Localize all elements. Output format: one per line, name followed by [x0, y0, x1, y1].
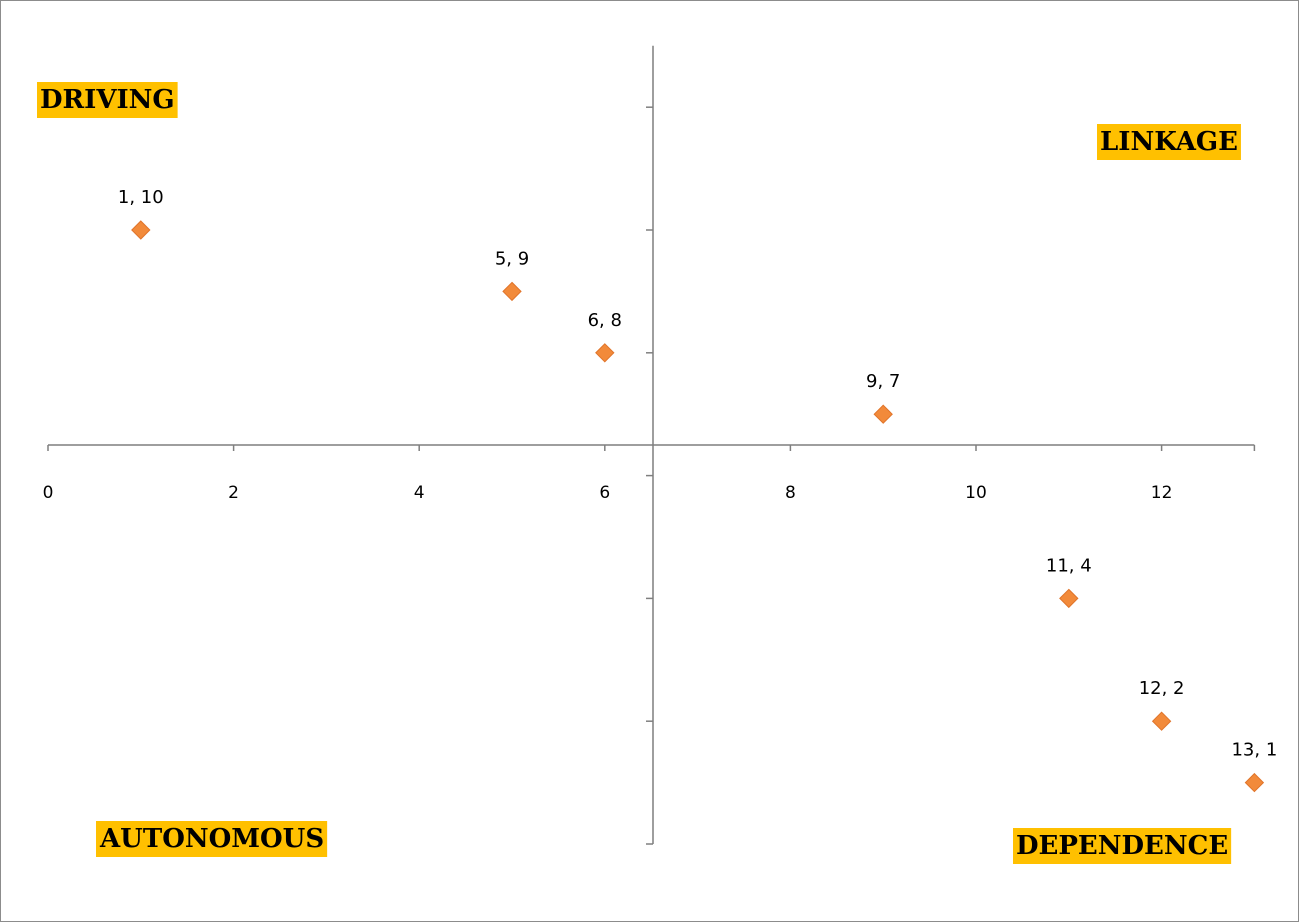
- data-point-label: 12, 2: [1139, 678, 1185, 699]
- quadrant-label-linkage: LINKAGE: [1100, 127, 1238, 157]
- quadrant-label-autonomous: AUTONOMOUS: [99, 824, 324, 854]
- x-tick-label: 10: [965, 483, 987, 503]
- x-tick-label: 12: [1151, 483, 1173, 503]
- x-tick-label: 2: [228, 483, 239, 503]
- data-point-marker: [873, 404, 893, 424]
- data-point-label: 6, 8: [588, 310, 622, 331]
- x-tick-label: 8: [785, 483, 796, 503]
- data-point-label: 1, 10: [118, 187, 164, 208]
- data-point-marker: [595, 343, 615, 363]
- data-point-label: 11, 4: [1046, 555, 1092, 576]
- data-point-marker: [1151, 711, 1172, 731]
- quadrant-label-bg-dependence: [1013, 828, 1232, 864]
- quadrant-label-bg-linkage: [1097, 124, 1241, 160]
- x-tick-label: 6: [599, 483, 610, 503]
- quadrant-label-dependence: DEPENDENCE: [1016, 831, 1228, 861]
- data-points: 1, 10 5, 9 6, 8 9, 7 11, 4 12, 2 13, 1: [118, 187, 1277, 793]
- quadrant-labels: DRIVING LINKAGE AUTONOMOUS DEPENDENCE: [37, 82, 1241, 864]
- axes: 0 2 4 6 8 10 12: [43, 45, 1256, 845]
- data-point-marker: [131, 220, 151, 240]
- y-ticks: [646, 106, 653, 845]
- quadrant-label-bg-driving: [37, 82, 178, 118]
- x-tick-label: 4: [414, 483, 425, 503]
- data-point-marker: [502, 281, 522, 302]
- x-ticks: 0 2 4 6 8 10 12: [43, 445, 1256, 503]
- data-point-label: 9, 7: [866, 371, 900, 392]
- x-tick-label: 0: [43, 483, 54, 503]
- data-point-label: 5, 9: [495, 248, 529, 269]
- data-point-marker: [1244, 772, 1265, 793]
- quadrant-label-driving: DRIVING: [40, 85, 175, 115]
- quadrant-label-bg-autonomous: [96, 821, 328, 857]
- data-point-marker: [1059, 588, 1079, 609]
- data-point-label: 13, 1: [1231, 740, 1277, 761]
